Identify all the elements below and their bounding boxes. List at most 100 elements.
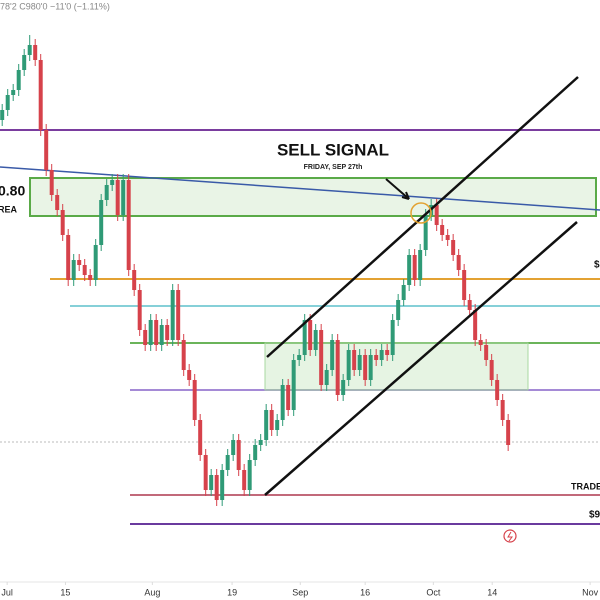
candle-body: [132, 270, 137, 290]
candle-body: [82, 265, 87, 275]
candle-body: [93, 245, 98, 280]
candle-body: [55, 195, 60, 210]
x-tick-label: 16: [360, 587, 370, 597]
candle-body: [385, 350, 390, 355]
candle-body: [198, 420, 203, 455]
candle-body: [253, 445, 258, 460]
candle-body: [495, 380, 500, 400]
candle-body: [60, 210, 65, 235]
x-tick-label: Sep: [292, 587, 308, 597]
candle-body: [352, 350, 357, 370]
candle-body: [22, 55, 27, 70]
candle-body: [220, 470, 225, 500]
candle-body: [489, 360, 494, 380]
right-price: $9: [589, 510, 600, 521]
candle-body: [484, 345, 489, 360]
candle-body: [121, 180, 126, 215]
x-axis: Jul 15 Aug 19 Sep 16 Oct 14 Nov: [1, 582, 599, 597]
candle-body: [110, 180, 115, 185]
candle-body: [5, 95, 10, 110]
candle-body: [231, 440, 236, 455]
candle-body: [445, 235, 450, 240]
channel-lower: [264, 221, 578, 496]
candle-body: [99, 200, 104, 245]
candle-body: [368, 355, 373, 380]
candle-body: [346, 350, 351, 380]
candle-body: [214, 475, 219, 500]
candle-body: [49, 170, 54, 195]
left-price: 0.80: [0, 183, 25, 199]
candle-body: [159, 325, 164, 345]
candle-body: [467, 300, 472, 310]
candle-body: [407, 255, 412, 285]
candle-body: [357, 355, 362, 370]
candle-body: [77, 260, 82, 265]
candle-body: [275, 420, 280, 430]
candle-body: [264, 410, 269, 440]
event-icon-bolt: [507, 531, 513, 542]
candle-body: [71, 260, 76, 280]
candle-body: [456, 255, 461, 270]
candle-body: [38, 60, 43, 130]
candle-body: [390, 320, 395, 355]
candle-body: [473, 310, 478, 340]
candle-body: [187, 370, 192, 380]
candle-body: [478, 340, 483, 345]
candle-body: [16, 70, 21, 90]
candle-body: [203, 455, 208, 490]
candle-body: [269, 410, 274, 430]
signal-date: FRIDAY, SEP 27th: [304, 164, 363, 171]
candle-body: [423, 215, 428, 250]
candle-body: [324, 370, 329, 385]
candle-body: [66, 235, 71, 280]
x-tick-label: 19: [227, 587, 237, 597]
candle-body: [412, 255, 417, 280]
candle-body: [308, 320, 313, 350]
candle-body: [434, 205, 439, 225]
candle-body: [115, 180, 120, 215]
candle-body: [225, 455, 230, 470]
x-tick-label: Oct: [426, 587, 441, 597]
right-mark: $: [594, 260, 600, 271]
candle-body: [335, 340, 340, 395]
candle-body: [0, 110, 5, 120]
candle-body: [280, 385, 285, 420]
candle-body: [88, 275, 93, 280]
x-tick-label: 15: [60, 587, 70, 597]
candles: [0, 35, 511, 506]
candle-body: [374, 355, 379, 360]
candle-body: [297, 355, 302, 360]
candle-body: [451, 240, 456, 255]
left-area: REA: [0, 204, 18, 214]
candle-body: [170, 290, 175, 340]
candle-body: [330, 340, 335, 370]
candle-body: [33, 45, 38, 60]
candle-body: [418, 250, 423, 280]
candle-body: [291, 360, 296, 410]
candle-body: [302, 320, 307, 355]
candle-body: [27, 45, 32, 55]
event-icon: [503, 529, 517, 543]
sell-area-box: [29, 177, 597, 217]
candle-body: [242, 470, 247, 490]
candle-body: [181, 340, 186, 370]
candle-body: [104, 185, 109, 200]
candle-body: [379, 350, 384, 360]
candle-body: [137, 290, 142, 330]
candle-body: [247, 460, 252, 490]
candle-body: [440, 225, 445, 235]
channel-upper: [266, 76, 579, 358]
candle-body: [176, 290, 181, 340]
x-tick-label: 14: [487, 587, 497, 597]
candle-body: [500, 400, 505, 420]
candle-body: [143, 330, 148, 345]
candle-body: [192, 380, 197, 420]
candle-body: [401, 285, 406, 300]
candle-body: [236, 440, 241, 470]
candle-body: [462, 270, 467, 300]
candle-body: [363, 355, 368, 380]
candle-body: [286, 385, 291, 410]
signal-title: SELL SIGNAL: [277, 140, 389, 159]
